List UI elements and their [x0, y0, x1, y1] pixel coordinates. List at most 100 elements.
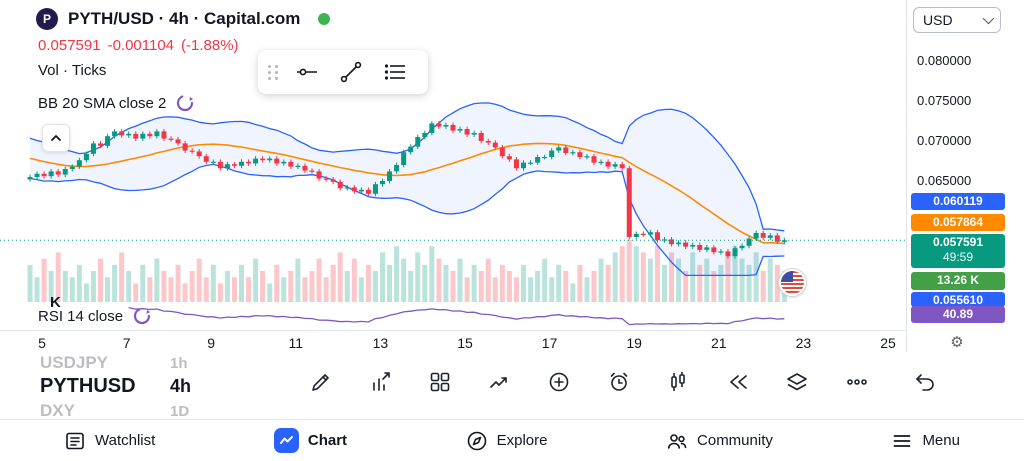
symbol-name: USDJPY — [40, 353, 109, 372]
price-change-pct: (-1.88%) — [181, 37, 239, 54]
bb-indicator-label[interactable]: BB 20 SMA close 2 — [38, 94, 167, 112]
price-chart-canvas[interactable] — [0, 0, 906, 330]
time-axis-label: 21 — [711, 335, 727, 351]
symbol-row-usdjpy[interactable]: USDJPY 1h — [40, 353, 191, 375]
time-axis-label: 23 — [795, 335, 812, 351]
indicator-loading-icon — [177, 94, 194, 112]
time-axis-label: 19 — [626, 335, 642, 351]
nav-label: Community — [697, 432, 773, 449]
price-axis-label: 0.075000 — [917, 93, 972, 108]
gear-icon: ⚙ — [950, 333, 964, 351]
symbol-logo-letter: P — [42, 12, 51, 26]
symbol-row-pythusd[interactable]: PYTHUSD 4h — [40, 375, 191, 401]
symbol-title[interactable]: PYTH/USD · 4h · Capital.com — [68, 9, 301, 28]
price-change: -0.001104 — [107, 37, 175, 54]
time-axis-label: 9 — [207, 335, 216, 351]
layers-icon — [787, 373, 808, 391]
nav-label: Chart — [307, 432, 348, 449]
time-axis-label: 25 — [880, 335, 896, 351]
time-axis[interactable]: 5 7 9 11 13 15 17 19 21 23 25 — [0, 330, 906, 353]
add-button[interactable] — [544, 367, 574, 397]
chart-toolbar — [306, 367, 872, 397]
candles-layer — [27, 121, 787, 259]
price-axis-badge: 40.89 — [911, 306, 1005, 323]
parallel-lines-icon — [384, 64, 405, 80]
horizontal-line-tool-button[interactable] — [291, 56, 323, 88]
undo-button[interactable] — [910, 367, 940, 397]
symbol-name: DXY — [40, 401, 75, 420]
indicators-button[interactable] — [366, 367, 396, 397]
bar-type-button[interactable] — [663, 367, 693, 397]
time-axis-label: 5 — [38, 335, 46, 351]
price-axis-badge: 0.060119 — [911, 193, 1005, 210]
us-flag-icon — [779, 269, 806, 296]
nav-label: Explore — [496, 432, 548, 449]
currency-select[interactable]: USD — [913, 7, 1001, 33]
indicator-loading-icon — [133, 307, 151, 325]
axis-settings-button[interactable]: ⚙ — [944, 331, 970, 352]
collapse-legend-button[interactable] — [42, 124, 70, 152]
symbol-timeframe: 4h — [170, 376, 192, 396]
time-axis-label: 7 — [122, 335, 131, 351]
replay-button[interactable] — [723, 367, 753, 397]
nav-community[interactable]: Community — [666, 430, 773, 452]
compare-icon — [489, 377, 507, 388]
price-axis-badge: 0.055610 — [911, 292, 1005, 307]
price-row: 0.057591 -0.001104 (-1.88%) — [38, 37, 239, 54]
people-icon — [668, 433, 687, 449]
time-axis-label: 11 — [288, 335, 304, 351]
nav-label: Menu — [922, 432, 960, 449]
symbol-row-dxy[interactable]: DXY 1D — [40, 401, 191, 423]
compare-button[interactable] — [485, 367, 515, 397]
chart-icon — [273, 428, 299, 453]
plus-circle-icon — [549, 372, 569, 392]
drag-handle-icon[interactable] — [268, 64, 279, 80]
price-axis-label: 0.065000 — [917, 173, 972, 188]
nav-chart[interactable]: Chart — [273, 428, 348, 453]
watchlist-icon — [66, 432, 84, 449]
alarm-clock-icon — [610, 372, 628, 391]
bb-indicator-row[interactable]: BB 20 SMA close 2 — [38, 93, 195, 113]
layout-button[interactable] — [425, 367, 455, 397]
symbol-timeframe: 1D — [170, 403, 190, 420]
rsi-indicator-label[interactable]: RSI 14 close — [38, 307, 124, 325]
horizontal-line-icon — [297, 68, 317, 76]
more-button[interactable] — [842, 367, 872, 397]
alert-button[interactable] — [604, 367, 634, 397]
price-axis-label: 0.070000 — [917, 133, 972, 148]
compass-icon — [467, 431, 486, 450]
pencil-icon — [312, 374, 329, 391]
market-status-dot — [318, 13, 331, 25]
last-price: 0.057591 — [38, 37, 101, 54]
symbol-header[interactable]: P PYTH/USD · 4h · Capital.com — [36, 8, 331, 30]
mid-section: USDJPY 1h PYTHUSD 4h DXY 1D — [0, 353, 1024, 420]
bar-countdown: 49:59 — [942, 250, 974, 264]
volume-indicator-label[interactable]: Vol · Ticks — [38, 62, 107, 79]
time-axis-label: 13 — [372, 335, 389, 351]
nav-label: Watchlist — [95, 432, 156, 449]
candles-icon — [671, 372, 686, 391]
rewind-icon — [730, 375, 747, 389]
layers-button[interactable] — [782, 367, 812, 397]
symbol-timeframe: 1h — [170, 355, 188, 372]
draw-button[interactable] — [306, 367, 336, 397]
chevron-down-icon — [982, 12, 995, 25]
time-axis-label: 15 — [457, 335, 473, 351]
currency-value: USD — [923, 12, 953, 28]
rsi-indicator-row[interactable]: RSI 14 close — [38, 306, 152, 326]
price-axis-badge: 0.057864 — [911, 214, 1005, 231]
trend-line-icon — [340, 61, 362, 83]
drawing-toolbar[interactable] — [258, 50, 428, 94]
parallel-lines-tool-button[interactable] — [379, 56, 411, 88]
rsi-layer — [128, 306, 785, 326]
hamburger-icon — [894, 434, 911, 447]
grid-layout-icon — [430, 372, 450, 392]
price-axis[interactable]: USD 0.080000 0.075000 0.070000 0.065000 0.0… — [906, 0, 1024, 352]
price-axis-badge: 0.057591 49:59 — [911, 234, 1005, 268]
symbol-strip[interactable]: USDJPY 1h PYTHUSD 4h DXY 1D — [40, 353, 191, 423]
nav-explore[interactable]: Explore — [466, 430, 548, 452]
nav-menu[interactable]: Menu — [891, 430, 960, 452]
nav-watchlist[interactable]: Watchlist — [64, 430, 155, 452]
trend-line-tool-button[interactable] — [335, 56, 367, 88]
